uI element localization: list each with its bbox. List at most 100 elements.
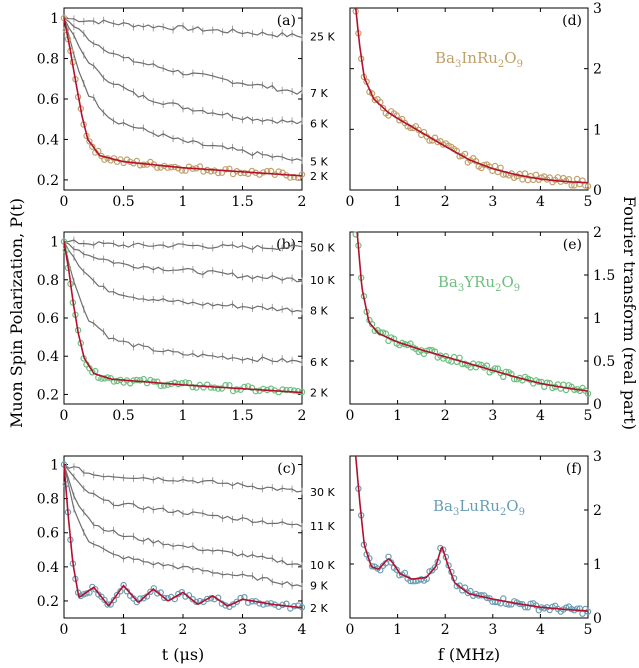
temperature-label: 5 K (310, 156, 328, 169)
data-point (267, 385, 275, 392)
axes-box (63, 231, 303, 405)
data-point (371, 96, 378, 104)
series-10K: 10 K (63, 241, 335, 287)
series-2K: 2 K (60, 14, 328, 183)
temperature-label: 10 K (310, 559, 335, 572)
series-50K: 50 K (63, 236, 335, 254)
data-line (63, 17, 303, 125)
x-tick-label: 3 (488, 622, 497, 638)
x-tick-label: 0 (346, 408, 355, 424)
compound-label: Ba3LuRu2O9 (433, 497, 525, 518)
series-10K: 10 K (63, 464, 335, 572)
x-tick-label: 0.5 (112, 194, 134, 210)
compound-part: 9 (514, 283, 520, 294)
x-tick-label: 1 (393, 194, 402, 210)
x-tick-label: 1 (179, 408, 188, 424)
compound-part: 3 (455, 59, 461, 70)
x-tick-label: 1 (179, 194, 188, 210)
data-line (63, 17, 303, 39)
y-tick-label: 1 (593, 557, 602, 573)
x-tick-label: 4 (536, 622, 545, 638)
data-point (214, 385, 222, 392)
data-point (120, 159, 127, 167)
compound-part: 9 (517, 59, 523, 70)
compound-part: O (501, 273, 513, 291)
panel-label: (d) (562, 13, 582, 29)
fit-line (63, 464, 303, 609)
compound-part: YRu (463, 273, 495, 291)
data-point (379, 104, 387, 112)
y-tick-label: 1 (593, 311, 602, 327)
data-point (117, 156, 124, 163)
temperature-label: 2 K (310, 602, 328, 615)
data-point (164, 381, 171, 388)
temperature-label: 2 K (310, 387, 328, 400)
x-tick-label: 3 (488, 194, 497, 210)
data-point (92, 586, 99, 593)
y-tick-label: 0.2 (37, 173, 59, 189)
series-fit (352, 7, 592, 190)
data-point (222, 166, 229, 173)
x-tick-label: 4 (298, 622, 307, 638)
data-point (573, 605, 581, 613)
x-tick-label: 5 (584, 408, 593, 424)
data-point (136, 377, 144, 384)
data-point (532, 171, 540, 178)
y-tick-label: 3 (593, 1, 602, 17)
data-point (207, 168, 215, 175)
data-point (294, 388, 302, 395)
y-tick-label: 2 (593, 62, 602, 78)
compound-part: O (506, 497, 518, 515)
y-tick-label: 1 (50, 458, 59, 474)
data-point (113, 377, 121, 385)
temperature-label: 6 K (310, 356, 328, 369)
y-tick-label: 0.2 (37, 387, 59, 403)
data-point (101, 596, 108, 604)
compound-part: Ba (435, 49, 455, 67)
x-tick-label: 0 (346, 622, 355, 638)
data-point (140, 595, 147, 602)
data-point (160, 594, 168, 602)
x-tick-label: 2 (441, 408, 450, 424)
data-line (63, 17, 303, 162)
y-tick-label: 0.6 (37, 311, 59, 327)
data-line (63, 17, 303, 95)
data-point (178, 380, 186, 387)
x-tick-label: 1 (393, 622, 402, 638)
series-7K: 7 K (63, 17, 328, 100)
data-point (150, 585, 157, 592)
y-tick-label: 1.5 (593, 268, 615, 284)
panel-label: (e) (563, 237, 582, 253)
compound-label: Ba3YRu2O9 (438, 273, 520, 294)
series-2K: 2 K (60, 238, 328, 400)
data-point (291, 387, 298, 394)
temperature-label: 8 K (310, 304, 328, 317)
y-tick-label: 2 (593, 225, 602, 241)
panel-label: (b) (276, 237, 296, 253)
data-point (113, 591, 121, 599)
temperature-label: 6 K (310, 117, 328, 130)
temperature-label: 7 K (310, 87, 328, 100)
series-fit (354, 455, 592, 617)
data-line (63, 241, 303, 283)
series-8K: 8 K (63, 241, 328, 317)
fit-line (354, 7, 588, 184)
temperature-label: 25 K (310, 30, 335, 43)
y-tick-label: 2 (593, 503, 602, 519)
series-fit (352, 231, 592, 397)
data-point (237, 169, 244, 177)
data-point (164, 164, 171, 171)
data-line (63, 241, 303, 364)
temperature-label: 10 K (310, 274, 335, 287)
data-point (241, 169, 248, 177)
axes-box (63, 7, 303, 191)
data-point (352, 231, 359, 238)
panel-a: 0 0.5 1 1.5 2 0.2 0.4 0.6 0.8 1 (a) 25 K 7 K 6 K 5 K2 … (37, 7, 335, 210)
compound-part: 3 (458, 283, 464, 294)
x-tick-label: 1.5 (231, 194, 253, 210)
data-point (279, 386, 286, 393)
series-25K: 25 K (63, 15, 335, 43)
y-tick-label: 0.8 (37, 492, 59, 508)
x-tick-label: 2 (298, 408, 307, 424)
